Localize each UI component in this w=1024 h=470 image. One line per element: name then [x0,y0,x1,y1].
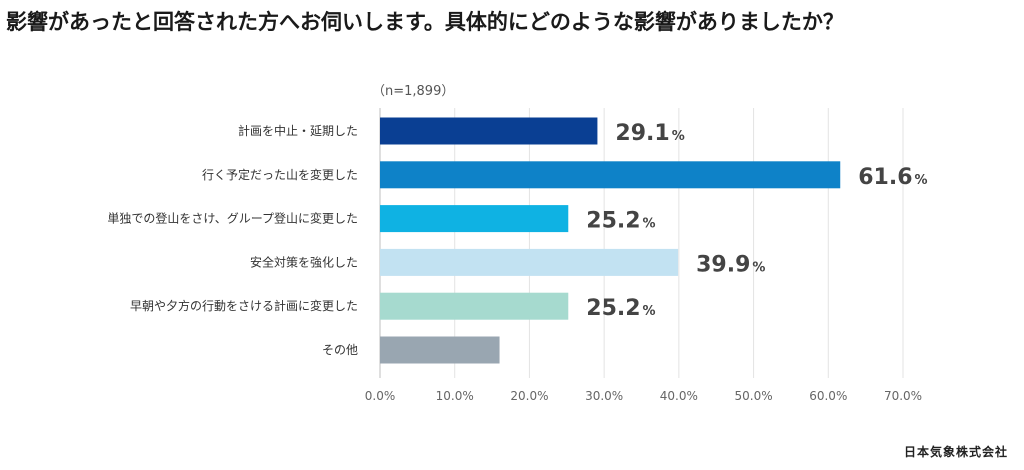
category-label: 行く予定だった山を変更した [202,167,358,182]
value-label: 29.1 [615,121,669,146]
category-label: 安全対策を強化した [250,254,358,269]
x-tick-label: 0.0% [365,389,396,403]
x-tick-label: 50.0% [735,389,773,403]
chart-title: 影響があったと回答された方へお伺いします。具体的にどのような影響がありましたか？ [6,10,844,34]
sample-size-note: （n=1,899） [372,84,454,99]
bar [380,161,841,189]
labels: 0.0% 10.0% 20.0% 30.0% 40.0% 50.0% 60.0% 70.0% 計… [107,121,927,403]
x-tick-label: 60.0% [809,389,847,403]
x-tick-label: 40.0% [660,389,698,403]
bar [380,117,598,145]
bar [380,336,500,364]
category-label: その他 [322,343,358,357]
value-label: 39.9 [696,252,750,277]
value-label-percent: % [643,304,656,319]
value-label: 61.6 [858,165,912,190]
value-label-percent: % [752,260,765,275]
x-tick-label: 20.0% [510,389,548,403]
value-label-percent: % [915,173,928,188]
x-tick-label: 10.0% [436,389,474,403]
category-label: 単独での登山をさけ、グループ登山に変更した [107,211,358,226]
bar [380,292,569,320]
value-label: 25.2 [586,296,640,321]
value-label: 25.2 [586,209,640,234]
bar [380,248,679,276]
x-tick-label: 30.0% [585,389,623,403]
gridlines [379,108,904,378]
source-credit: 日本気象株式会社 [903,445,1008,459]
category-label: 計画を中止・延期した [238,123,358,138]
x-tick-label: 70.0% [884,389,922,403]
value-label-percent: % [672,129,685,144]
category-label: 早朝や夕方の行動をさける計画に変更した [130,298,358,313]
bar [380,205,569,233]
bars [380,117,841,364]
value-label-percent: % [643,217,656,232]
